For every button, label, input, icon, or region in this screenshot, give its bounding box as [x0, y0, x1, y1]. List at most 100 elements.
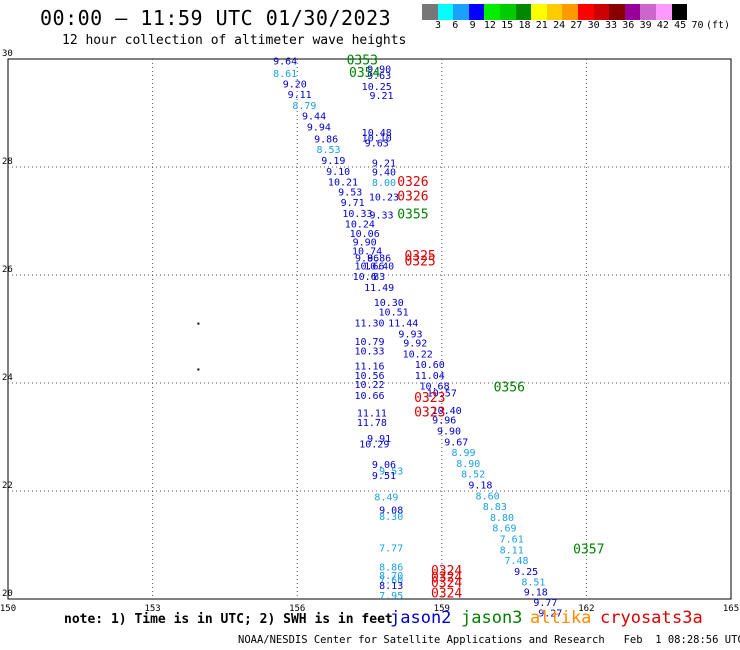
pass-time-label: 0326 [397, 190, 428, 205]
wave-height-label: 9.53 [338, 187, 362, 198]
wave-height-label: 9.44 [302, 112, 326, 123]
wave-height-label: 9.90 [367, 65, 391, 76]
wave-height-label: 9.94 [307, 123, 331, 134]
island-marker [197, 368, 200, 371]
wave-height-label: 9.51 [372, 471, 396, 482]
wave-height-label: 9.21 [370, 91, 394, 102]
wave-height-label: 9.19 [321, 156, 345, 167]
colorbar-swatch [562, 4, 578, 20]
wave-height-label: 9.11 [288, 90, 312, 101]
wave-height-label: 9.77 [533, 598, 557, 609]
colorbar-label: 42 [656, 20, 669, 31]
wave-height-label: 10.22 [403, 349, 433, 360]
colorbar-label: 36 [622, 20, 635, 31]
wave-height-label: 10.40 [364, 261, 394, 272]
pass-time-label: 0356 [494, 380, 525, 395]
wave-height-label: 11.16 [354, 362, 384, 373]
wave-height-label: 10.33 [342, 209, 372, 220]
wave-height-label: 10.22 [354, 380, 384, 391]
wave-height-label: 10.6 [353, 272, 377, 283]
lat-tick-label: 24 [2, 373, 13, 383]
wave-height-label: 10.21 [328, 178, 358, 189]
legend-s3a: s3a [672, 608, 703, 628]
wave-height-label: 8.00 [372, 178, 396, 189]
wave-height-label: 8.99 [451, 448, 475, 459]
wave-height-label: 8.13 [379, 581, 403, 592]
colorbar-label: 27 [570, 20, 583, 31]
note-text: note: 1) Time is in UTC; 2) SWH is in fe… [64, 612, 393, 627]
wave-height-label: 7.48 [504, 556, 528, 567]
wave-height-label: 7.95 [379, 591, 403, 602]
colorbar-swatch [499, 4, 516, 20]
wave-height-label: 10.79 [354, 337, 384, 348]
wave-height-label: 9.20 [283, 79, 307, 90]
legend-altika: altika [530, 608, 592, 628]
colorbar-label: 24 [553, 20, 566, 31]
page-subtitle: 12 hour collection of altimeter wave hei… [62, 33, 407, 48]
wave-height-label: 9.93 [398, 329, 422, 340]
wave-height-label: 7.61 [500, 535, 524, 546]
wave-height-label: 10.23 [369, 193, 399, 204]
colorbar-swatch [655, 4, 672, 20]
wave-height-label: 9.63 [367, 71, 391, 82]
colorbar-label: 39 [639, 20, 652, 31]
colorbar-label: 15 [501, 20, 514, 31]
wave-height-label: 10.25 [362, 82, 392, 93]
wave-height-label: 10.57 [427, 389, 457, 400]
wave-height-label: 10.40 [432, 406, 462, 417]
wave-height-label: 8.70 [379, 571, 403, 582]
lat-tick-label: 22 [2, 481, 13, 491]
wave-height-label: 9.86 [367, 254, 391, 265]
footer-credit: NOAA/NESDIS Center for Satellite Applica… [238, 634, 740, 646]
wave-height-label: 8.30 [379, 512, 403, 523]
wave-height-label: 10.74 [352, 247, 382, 258]
wave-height-label: 9.18 [524, 587, 548, 598]
wave-height-label: 9.40 [372, 167, 396, 178]
wave-height-label: 9.21 [372, 159, 396, 170]
colorbar-label: 18 [518, 20, 531, 31]
colorbar-swatch [453, 4, 469, 20]
colorbar-label: 30 [587, 20, 600, 31]
colorbar-swatch [640, 4, 656, 20]
pass-time-label: 0355 [397, 208, 428, 223]
wave-height-label: 10.48 [362, 128, 392, 139]
colorbar-swatch [531, 4, 547, 20]
colorbar-swatch [593, 4, 610, 20]
wave-height-label: 10.24 [345, 220, 375, 231]
colorbar-label: 9 [469, 20, 476, 31]
wave-height-label: 9.86 [355, 254, 379, 265]
colorbar-label: 21 [535, 20, 548, 31]
wave-height-label: 8.69 [492, 524, 516, 535]
legend-jason2: jason2 [390, 608, 452, 628]
colorbar-swatch [546, 4, 563, 20]
colorbar-label: 6 [452, 20, 459, 31]
lon-tick-label: 153 [144, 604, 160, 614]
wave-height-label: 8.90 [456, 459, 480, 470]
lon-tick-label: 165 [723, 604, 739, 614]
colorbar-swatch [609, 4, 625, 20]
wave-height-label: 9.18 [468, 481, 492, 492]
pass-time-label: 0357 [573, 542, 604, 557]
pass-time-label: 0324 [431, 576, 462, 591]
wave-height-label: 7.60 [379, 576, 403, 587]
wave-height-label: 8.86 [379, 563, 403, 574]
lat-tick-label: 20 [2, 589, 13, 599]
colorbar-label: 70 [691, 20, 704, 31]
wave-height-label: 10.10 [362, 133, 392, 144]
colorbar-label: 12 [483, 20, 496, 31]
wave-height-colorbar [422, 4, 688, 20]
colorbar-swatch [624, 4, 641, 20]
lon-tick-label: 156 [289, 604, 305, 614]
pass-time-label: 0354 [349, 66, 380, 81]
wave-height-label: 11.30 [354, 319, 384, 330]
pass-time-label: 0353 [347, 54, 378, 69]
colorbar-swatch [577, 4, 594, 20]
lon-tick-label: 159 [434, 604, 450, 614]
colorbar-label: 33 [604, 20, 618, 31]
colorbar-swatch [468, 4, 485, 20]
wave-height-label: 9.33 [370, 211, 394, 222]
wave-height-label: 9.08 [379, 505, 403, 516]
colorbar-swatch [422, 4, 438, 20]
